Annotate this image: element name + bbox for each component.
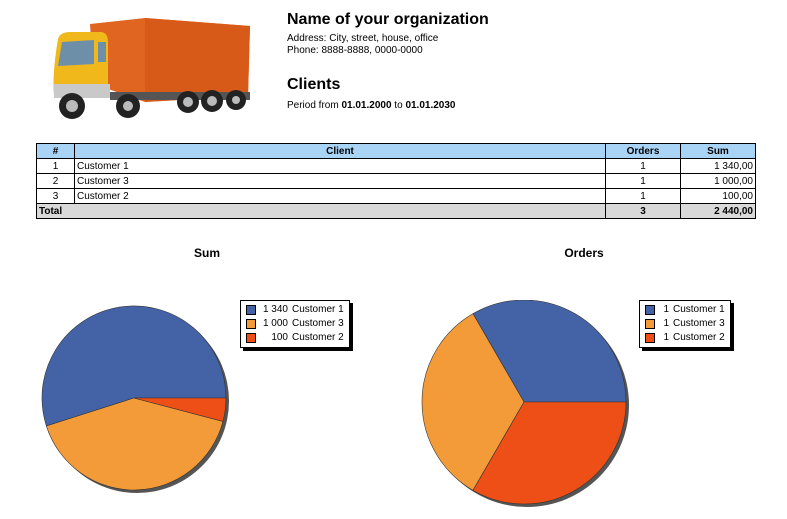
legend-value: 1 <box>663 304 669 315</box>
legend-swatch <box>645 305 655 315</box>
report-title: Clients <box>287 76 341 93</box>
legend-swatch <box>645 333 655 343</box>
row-sum: 100,00 <box>680 188 756 204</box>
orders-chart-title: Orders <box>564 246 604 260</box>
pie-slice-customer-1 <box>472 300 627 403</box>
legend-value: 1 000 <box>262 318 288 329</box>
row-sum: 1 000,00 <box>680 173 756 189</box>
row-number: 2 <box>36 173 75 189</box>
legend-label: Customer 3 <box>292 318 344 329</box>
period-to: 01.01.2030 <box>405 100 456 111</box>
report-period: Period from 01.01.2000 to 01.01.2030 <box>287 100 456 111</box>
truck-logo <box>53 18 250 119</box>
pie-slice-customer-2 <box>472 401 627 505</box>
legend-swatch <box>246 333 256 343</box>
row-client: Customer 2 <box>74 188 606 204</box>
row-client: Customer 1 <box>74 158 606 174</box>
pie-slice-customer-3 <box>421 313 525 491</box>
row-client: Customer 3 <box>74 173 606 189</box>
legend-swatch <box>246 305 256 315</box>
legend-label: Customer 2 <box>673 332 725 343</box>
pie-slice-customer-1 <box>41 305 227 427</box>
table-row: 2 Customer 3 1 1 000,00 <box>36 173 756 189</box>
legend-item: 1 340 Customer 1 <box>246 303 344 317</box>
row-number: 1 <box>36 158 75 174</box>
column-header-sum: Sum <box>680 143 756 159</box>
legend-swatch <box>645 319 655 329</box>
period-from: 01.01.2000 <box>341 100 392 111</box>
orders-chart-legend: 1 Customer 1 1 Customer 3 1 Customer 2 <box>639 300 731 348</box>
legend-item: 100 Customer 2 <box>246 331 344 345</box>
legend-value: 100 <box>271 332 288 343</box>
total-label: Total <box>36 203 606 219</box>
total-sum: 2 440,00 <box>680 203 756 219</box>
column-header-number: # <box>36 143 75 159</box>
legend-item: 1 Customer 2 <box>645 331 725 345</box>
pie-slice-customer-2 <box>133 397 227 422</box>
organization-name: Name of your organization <box>287 11 489 28</box>
row-orders: 1 <box>605 158 681 174</box>
organization-address: Address: City, street, house, office <box>287 33 439 44</box>
legend-value: 1 <box>663 332 669 343</box>
row-number: 3 <box>36 188 75 204</box>
legend-item: 1 Customer 1 <box>645 303 725 317</box>
table-row: 1 Customer 1 1 1 340,00 <box>36 158 756 174</box>
sum-chart-legend: 1 340 Customer 1 1 000 Customer 3 100 Custome… <box>240 300 350 348</box>
total-row: Total 3 2 440,00 <box>36 203 756 219</box>
legend-label: Customer 3 <box>673 318 725 329</box>
legend-value: 1 340 <box>262 304 288 315</box>
legend-label: Customer 1 <box>292 304 344 315</box>
total-orders: 3 <box>605 203 681 219</box>
period-prefix: Period from <box>287 100 342 111</box>
row-orders: 1 <box>605 173 681 189</box>
legend-item: 1 Customer 3 <box>645 317 725 331</box>
sum-pie-chart <box>41 305 229 493</box>
legend-label: Customer 2 <box>292 332 344 343</box>
row-orders: 1 <box>605 188 681 204</box>
orders-pie-chart <box>421 300 629 507</box>
column-header-orders: Orders <box>605 143 681 159</box>
table-row: 3 Customer 2 1 100,00 <box>36 188 756 204</box>
column-header-client: Client <box>74 143 606 159</box>
legend-swatch <box>246 319 256 329</box>
row-sum: 1 340,00 <box>680 158 756 174</box>
organization-phone: Phone: 8888-8888, 0000-0000 <box>287 45 423 56</box>
pie-slice-customer-3 <box>45 397 224 491</box>
legend-value: 1 <box>663 318 669 329</box>
clients-table: # Client Orders Sum 1 Customer 1 1 1 340… <box>36 143 756 219</box>
table-header-row: # Client Orders Sum <box>36 143 756 159</box>
sum-chart-title: Sum <box>193 246 220 260</box>
legend-item: 1 000 Customer 3 <box>246 317 344 331</box>
period-mid: to <box>391 100 406 111</box>
legend-label: Customer 1 <box>673 304 725 315</box>
